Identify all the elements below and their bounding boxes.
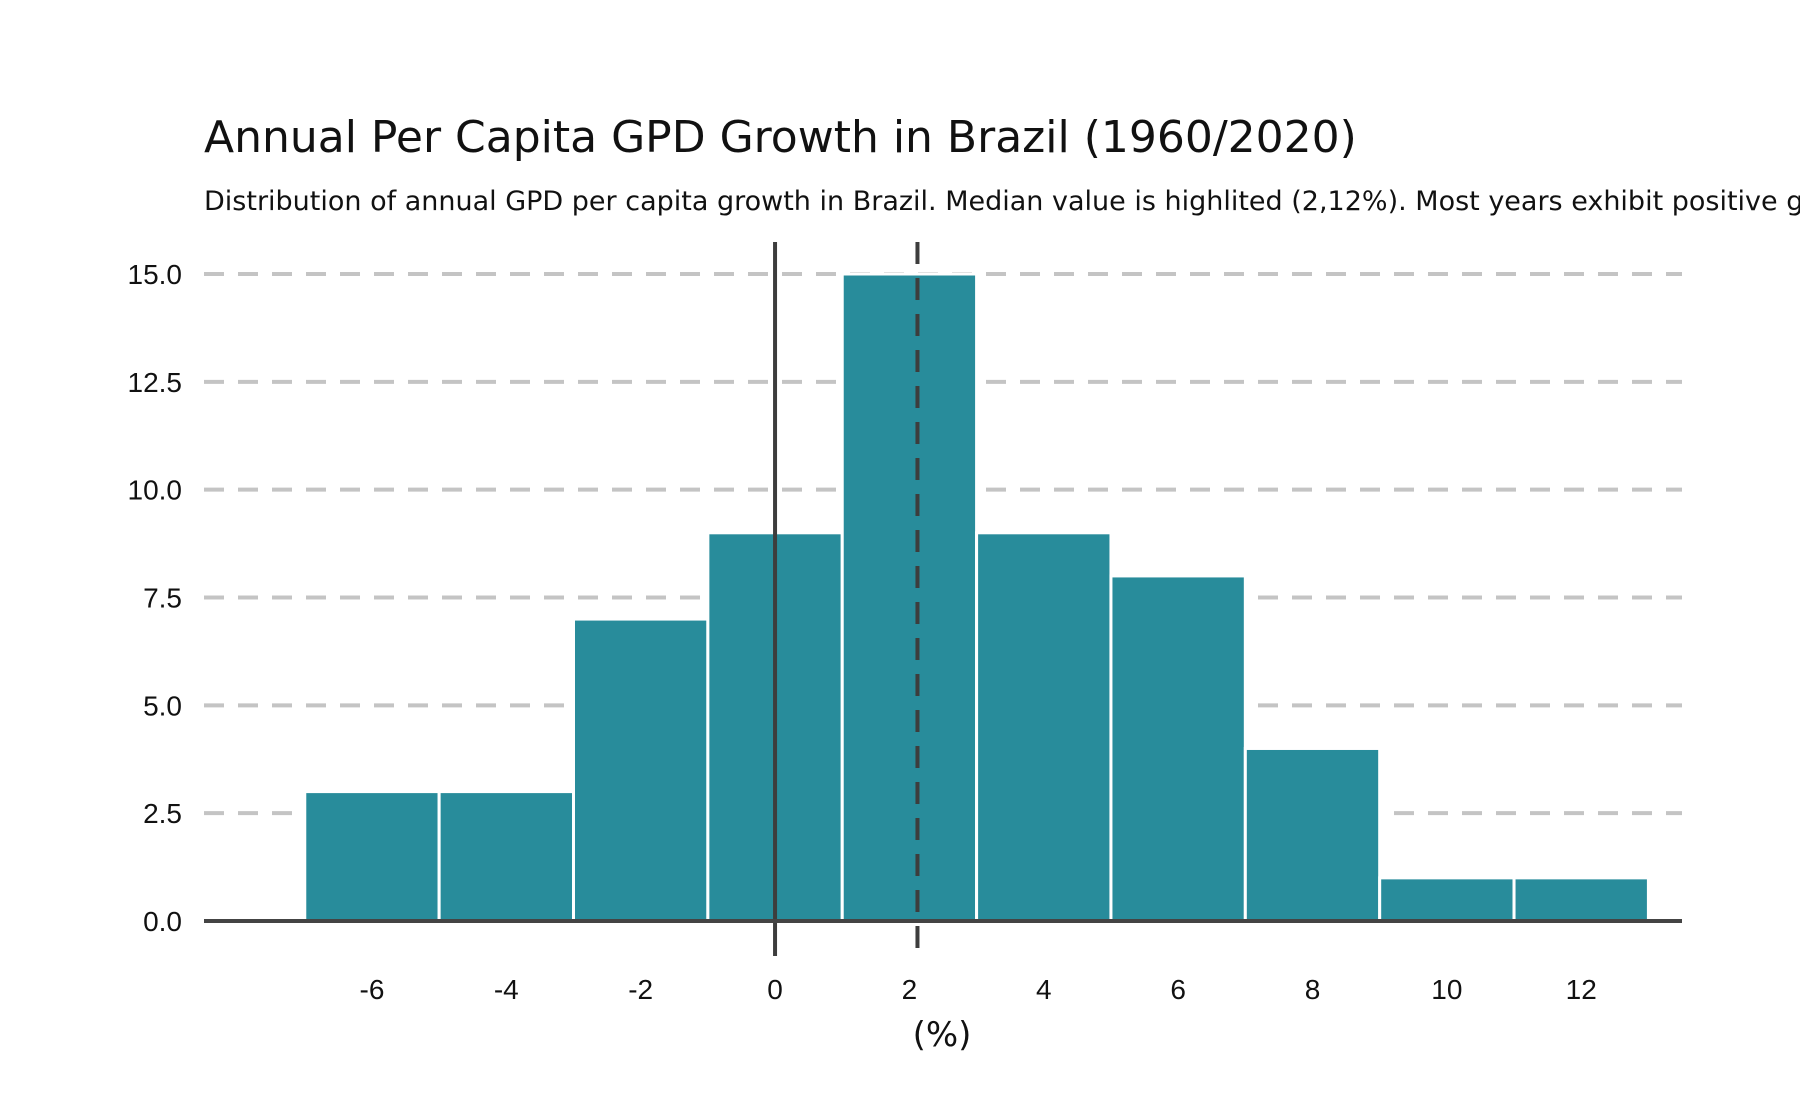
y-tick-label: 10.0 <box>128 475 183 506</box>
x-tick-label: 10 <box>1431 974 1462 1005</box>
y-tick-label: 5.0 <box>143 690 182 721</box>
y-tick-label: 12.5 <box>128 367 183 398</box>
y-tick-label: 7.5 <box>143 583 182 614</box>
chart-subtitle: Distribution of annual GPD per capita gr… <box>204 186 1800 217</box>
y-tick-label: 2.5 <box>143 798 182 829</box>
histogram-bar <box>437 790 575 923</box>
y-axis-ticks: 0.0 2.5 5.0 7.5 10.0 12.5 15.0 <box>128 259 183 937</box>
histogram-bars <box>303 272 1650 923</box>
histogram-bar <box>572 617 710 923</box>
x-axis-label: (%) <box>913 1015 972 1055</box>
gridlines <box>204 272 1682 816</box>
histogram-bar <box>1512 876 1650 923</box>
histogram-bar <box>1243 746 1382 923</box>
x-axis-ticks: -6 -4 -2 0 2 4 6 8 10 12 <box>360 974 1597 1005</box>
reference-lines <box>773 242 920 956</box>
x-tick-label: -2 <box>628 974 653 1005</box>
histogram-bar <box>1378 876 1516 923</box>
x-tick-label: 8 <box>1305 974 1321 1005</box>
chart-title: Annual Per Capita GPD Growth in Brazil (… <box>204 112 1357 163</box>
histogram-bar <box>1109 574 1247 923</box>
x-tick-label: 12 <box>1566 974 1597 1005</box>
y-tick-label: 15.0 <box>128 259 183 290</box>
histogram-bar <box>303 790 441 923</box>
x-tick-label: -6 <box>360 974 385 1005</box>
histogram-bar <box>840 272 979 923</box>
x-tick-label: 4 <box>1036 974 1052 1005</box>
histogram-bar <box>975 531 1113 923</box>
x-tick-label: 6 <box>1170 974 1186 1005</box>
x-tick-label: 0 <box>767 974 783 1005</box>
x-tick-label: -4 <box>494 974 519 1005</box>
x-tick-label: 2 <box>902 974 918 1005</box>
y-tick-label: 0.0 <box>143 906 182 937</box>
